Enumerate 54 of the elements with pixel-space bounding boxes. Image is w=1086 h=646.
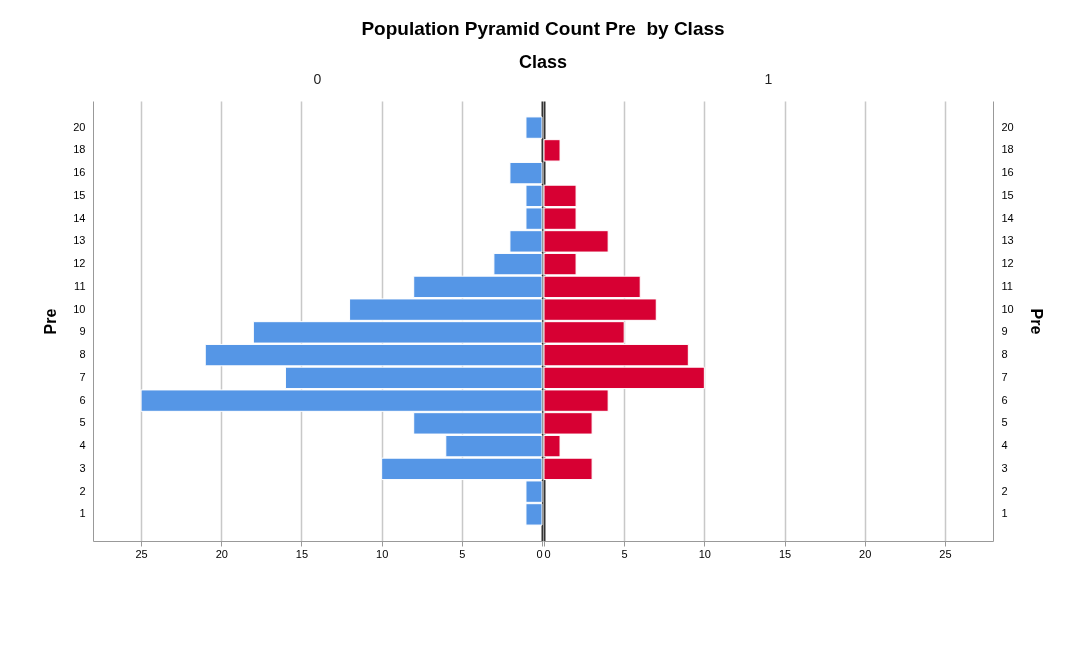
x-tick-label: 15	[778, 547, 792, 560]
y-tick-label: 1	[1001, 507, 1008, 520]
y-tick-label: 11	[1001, 279, 1013, 292]
chart-title: Population Pyramid Count Pre by Class	[360, 18, 726, 40]
y-tick-label: 14	[73, 211, 86, 224]
x-tick-label: 10	[698, 547, 711, 560]
y-tick-label: 11	[74, 279, 86, 292]
x-tick-label: 10	[376, 547, 389, 560]
y-tick-label: 6	[1001, 393, 1008, 406]
y-tick-label: 9	[1001, 325, 1008, 338]
text: 1	[764, 71, 773, 87]
y-tick-label: 2	[1001, 484, 1008, 497]
y-tick-label: 13	[73, 234, 86, 247]
y-tick-label: 2	[79, 484, 86, 497]
y-tick-label: 15	[1001, 188, 1014, 201]
y-axis-title: Pre	[1027, 308, 1045, 335]
y-tick-label: 7	[1001, 370, 1008, 383]
y-tick-label: 16	[73, 166, 86, 179]
y-axis-title: Pre	[42, 308, 60, 335]
x-tick-label: 5	[621, 547, 628, 560]
y-tick-label: 4	[1001, 439, 1008, 452]
y-tick-label: 12	[73, 257, 86, 270]
chart-subtitle: Class	[518, 52, 568, 72]
y-tick-label: 6	[79, 393, 86, 406]
y-tick-label: 12	[1001, 257, 1014, 270]
x-tick-label: 15	[295, 547, 309, 560]
x-tick-label: 25	[939, 547, 952, 560]
y-tick-label: 3	[1001, 461, 1008, 474]
x-tick-label: 20	[215, 547, 228, 560]
x-tick-label: 20	[859, 547, 872, 560]
x-tick-label: 5	[459, 547, 466, 560]
x-tick-label: 0	[544, 547, 551, 560]
y-tick-label: 20	[73, 120, 86, 133]
y-tick-label: 18	[1001, 143, 1014, 156]
y-tick-label: 15	[73, 188, 86, 201]
y-tick-label: 3	[79, 461, 86, 474]
y-tick-label: 9	[79, 325, 86, 338]
y-tick-label: 5	[79, 416, 86, 429]
x-tick-label: 25	[135, 547, 148, 560]
y-tick-label: 16	[1001, 166, 1014, 179]
y-tick-label: 5	[1001, 416, 1008, 429]
y-tick-label: 10	[73, 302, 86, 315]
y-tick-label: 8	[79, 348, 86, 361]
x-tick-label: 0	[536, 547, 543, 560]
y-tick-label: 10	[1001, 302, 1014, 315]
y-tick-label: 7	[79, 370, 86, 383]
y-tick-label: 18	[73, 143, 86, 156]
y-tick-label: 1	[79, 507, 86, 520]
y-tick-label: 20	[1001, 120, 1014, 133]
y-tick-label: 4	[79, 439, 86, 452]
text: 0	[313, 71, 322, 87]
y-tick-label: 14	[1001, 211, 1014, 224]
y-tick-label: 8	[1001, 348, 1008, 361]
y-tick-label: 13	[1001, 234, 1014, 247]
